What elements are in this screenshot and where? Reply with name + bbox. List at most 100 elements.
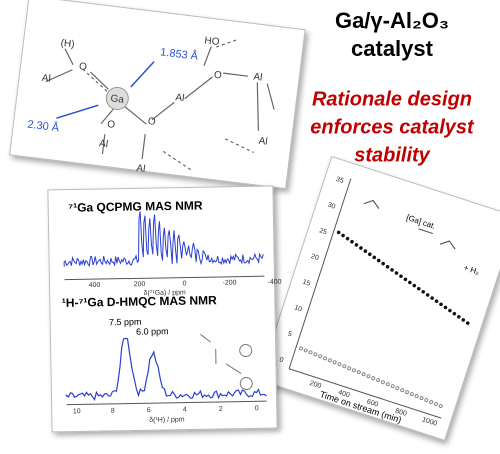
atom-label: Al (253, 72, 263, 84)
atom-label: Al (175, 92, 185, 104)
distance-label: 1.853 Å (160, 45, 200, 63)
atom-label: Al (99, 138, 109, 150)
reaction-scheme (363, 199, 456, 250)
peak-label: 7.5 ppm (109, 317, 142, 328)
ga-atom (105, 86, 129, 110)
nmr-panel: ⁷¹Ga QCPMG MAS NMR ¹H-⁷¹Ga D-HMQC MAS NM… (47, 185, 282, 433)
tagline: stability (354, 144, 430, 166)
point (465, 321, 470, 325)
atom-label: O (147, 116, 156, 128)
panel (47, 185, 278, 433)
point (394, 271, 399, 275)
point (390, 268, 394, 272)
point (372, 255, 377, 260)
atom-label: (H) (60, 38, 75, 51)
ga-atom (239, 344, 253, 358)
point (356, 370, 361, 375)
distance-label: 2.30 Å (27, 118, 61, 135)
point (434, 299, 439, 303)
point (457, 315, 461, 319)
nmr-title: ⁷¹Ga QCPMG MAS NMR (68, 198, 203, 214)
bonds (45, 46, 275, 159)
tick-label: -400 (267, 279, 281, 286)
point (416, 286, 421, 291)
point (395, 386, 400, 391)
point (381, 261, 385, 266)
tick-label: 35 (335, 176, 345, 185)
axis (66, 400, 267, 406)
point (425, 293, 430, 297)
atom-label: Ga (110, 93, 125, 106)
tick-label: 10 (73, 408, 81, 415)
point (351, 368, 356, 373)
point (409, 392, 414, 397)
point (376, 258, 381, 263)
point (461, 318, 466, 322)
point (366, 374, 371, 379)
tick-label: 200 (134, 281, 146, 288)
tick-label: -200 (222, 280, 236, 287)
tick-label: 5 (287, 331, 293, 339)
point (390, 384, 395, 389)
atom-label: HO (204, 35, 220, 48)
axis (288, 368, 442, 419)
tick-label: 400 (89, 282, 101, 289)
tick-label: 20 (310, 253, 320, 262)
title: catalyst (351, 36, 434, 61)
atom-label: O (213, 70, 222, 82)
point (308, 350, 313, 355)
point (433, 402, 438, 407)
spectrum (65, 337, 267, 401)
arrow (130, 61, 155, 88)
peak-label: 6.0 ppm (136, 326, 169, 337)
point (448, 308, 452, 313)
structure-panel: (H) Al O Ga O Al O Al Al O HO Al Al 1.853 Å 2.30 Å (9, 0, 306, 190)
point (408, 280, 412, 285)
atom-label: Al (258, 136, 268, 148)
ga-atom (239, 377, 253, 391)
panel (9, 0, 306, 190)
point (405, 390, 410, 395)
tick-label: 6 (147, 407, 151, 414)
point (438, 404, 443, 409)
point (336, 230, 341, 235)
point (332, 360, 337, 365)
point (318, 354, 323, 359)
point (452, 311, 457, 316)
point (327, 358, 332, 363)
point (337, 362, 342, 367)
point (371, 376, 376, 381)
tick-label: 8 (111, 408, 115, 415)
point (403, 277, 408, 282)
point (400, 388, 405, 393)
atom-label: Al (136, 163, 146, 175)
point (439, 302, 443, 307)
tick-label: 1000 (421, 416, 438, 428)
atom-label: Al (41, 73, 51, 85)
point (347, 366, 352, 371)
axis (64, 275, 265, 281)
point (341, 233, 345, 238)
point (303, 348, 308, 353)
point (363, 249, 368, 253)
point (430, 296, 434, 300)
point (429, 400, 434, 405)
point (359, 246, 363, 250)
point (412, 283, 417, 288)
tick-label: 30 (327, 202, 337, 211)
tick-label: 600 (366, 398, 379, 408)
axis-label: δ(¹H) / ppm (149, 416, 185, 424)
point (443, 305, 448, 310)
tagline: Rationale design (312, 88, 472, 110)
point (298, 346, 303, 351)
tick-label: 25 (318, 227, 328, 236)
tick-label: 200 (309, 380, 322, 390)
panel (258, 155, 500, 441)
point (399, 274, 403, 278)
point (342, 364, 347, 369)
point (385, 264, 390, 269)
tick-label: 800 (394, 408, 407, 418)
tick-label: 0 (255, 405, 259, 412)
